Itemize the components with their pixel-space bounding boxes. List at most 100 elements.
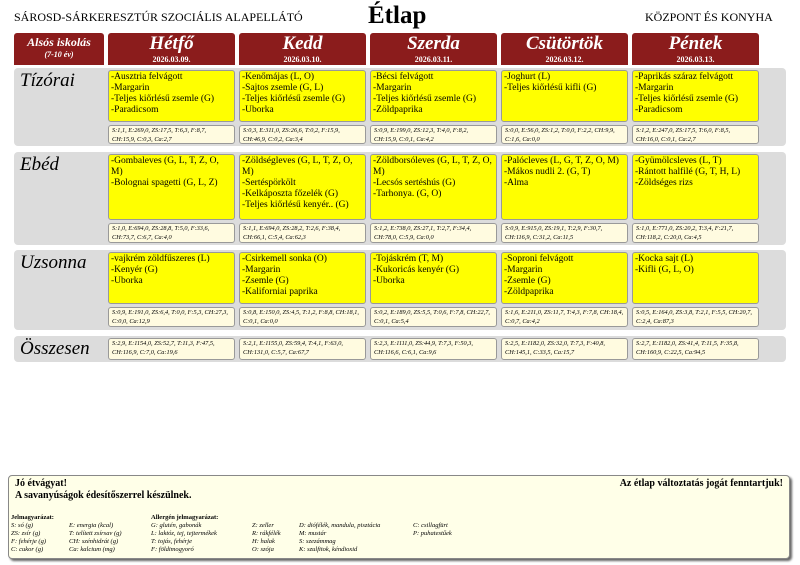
menu-item: -Kaliforniai paprika <box>242 287 318 297</box>
legend-item: T: telített zsírsav (g) <box>69 530 122 537</box>
menu-cell: -Gyümölcsleves (L, T) -Rántott halfilé (G… <box>632 154 759 220</box>
allergen-item: T: tojás, fehérje <box>151 538 192 545</box>
allergen-item: P: puhatestűek <box>413 530 452 537</box>
allergen-item: L: laktóz, tej, tejtermékek <box>151 530 217 537</box>
day-name: Csütörtök <box>525 33 604 54</box>
menu-cell: -Soproni felvágott -Margarin -Zsemle (G) -Z… <box>501 252 628 304</box>
menu-item: -Mákos nudli 2. (G, T) <box>504 167 591 177</box>
menu-item: -Paradicsom <box>111 105 159 115</box>
legend-column: E: energia (kcal) T: telített zsírsav (g)… <box>69 522 122 554</box>
day-header: Péntek 2026.03.13. <box>632 33 759 65</box>
allergen-item: F: földimogyoró <box>151 546 194 553</box>
nutrition-box: S:1,0, E:694,0, ZS:28,8, T:5,0, F:33,6, … <box>108 223 235 243</box>
meal-name: Uzsonna <box>20 252 87 273</box>
menu-cell: -Gombaleves (G, L, T, Z, O, M) -Bolognai … <box>108 154 235 220</box>
meal-name: Összesen <box>20 338 90 359</box>
menu-item: -Zöldséges rizs <box>635 178 693 188</box>
menu-item: -Kenőmájas (L, O) <box>242 72 315 82</box>
nutrition-box: S:2,7, E:1182,0, ZS:41,4, T:11,5, F:35,8… <box>632 338 759 360</box>
menu-item: -Margarin <box>635 83 674 93</box>
menu-item: -Gombaleves (G, L, T, Z, O, M) <box>111 156 219 177</box>
menu-cell: -Ausztria felvágott -Margarin -Teljes kiőr… <box>108 70 235 122</box>
menu-item: -Bécsi felvágott <box>373 72 434 82</box>
nutrition-box: S:0,3, E:311,0, ZS:26,6, T:0,2, F:15,9, … <box>239 125 366 144</box>
menu-cell: -Zöldségleves (G, L, T, Z, O, M) -Sertésp… <box>239 154 366 220</box>
day-date: 2026.03.12. <box>545 55 584 64</box>
day-date: 2026.03.11. <box>414 55 453 64</box>
menu-item: -Gyümölcsleves (L, T) <box>635 156 722 166</box>
day-name: Péntek <box>668 33 723 54</box>
menu-item: -Margarin <box>504 265 543 275</box>
menu-item: -Tarhonya. (G, O) <box>373 189 442 199</box>
menu-item: -Zsemle (G) <box>242 276 289 286</box>
allergen-column: G: glutén, gabonák L: laktóz, tej, tejter… <box>151 522 217 554</box>
menu-item: -Lecsós sertéshús (G) <box>373 178 456 188</box>
menu-item: -Csirkemell sonka (O) <box>242 254 327 264</box>
day-name: Szerda <box>407 33 460 54</box>
corner-label: Alsós iskolás <box>27 35 91 49</box>
nutrition-box: S:2,9, E:1154,0, ZS:52,7, T:11,3, F:47,5… <box>108 338 235 360</box>
menu-item: -Teljes kiőrlésű kifli (G) <box>504 83 597 93</box>
footer-box: Jó étvágyat! A savanyúságok édesítőszerre… <box>8 475 790 559</box>
allergen-column: C: csillagfürt P: puhatestűek <box>413 522 452 538</box>
allergen-item: H: halak <box>252 538 275 545</box>
meal-name: Ebéd <box>20 154 60 175</box>
title: Étlap <box>368 2 427 29</box>
menu-item: -Kocka sajt (L) <box>635 254 694 264</box>
menu-cell: -Bécsi felvágott -Margarin -Teljes kiőrlés… <box>370 70 497 122</box>
menu-item: -Kenyér (G) <box>111 265 158 275</box>
menu-cell: -Tojáskrém (T, M) -Kukoricás kenyér (G) -U… <box>370 252 497 304</box>
allergen-item: K: szulfitok, kéndioxid <box>299 546 358 553</box>
nutrition-box: S:1,1, E:269,0, ZS:17,5, T:6,3, F:8,7, C… <box>108 125 235 144</box>
menu-item: -Teljes kiőrlésű kenyér.. (G) <box>242 200 349 210</box>
allergen-item: G: glutén, gabonák <box>151 522 202 529</box>
menu-cell: -Paprikás száraz felvágott -Margarin -Telj… <box>632 70 759 122</box>
menu-item: -Palócleves (L, G, T, Z, O, M) <box>504 156 619 166</box>
nutrition-box: S:0,8, E:150,0, ZS:4,5, T:1,2, F:8,8, CH… <box>239 307 366 327</box>
menu-cell: -vajkrém zöldfűszeres (L) -Kenyér (G) -Ubo… <box>108 252 235 304</box>
day-name: Hétfő <box>149 33 194 54</box>
day-date: 2026.03.13. <box>676 55 715 64</box>
menu-item: -Soproni felvágott <box>504 254 574 264</box>
menu-item: -Uborka <box>111 276 143 286</box>
unit-name: KÖZPONT ÉS KONYHA <box>645 10 773 24</box>
note: A savanyúságok édesítőszerrel készülnek. <box>15 490 192 501</box>
legend-title: Jelmagyarázat: <box>11 514 54 521</box>
allergen-item: R: rákfélék <box>252 530 281 537</box>
legend-item: S: só (g) <box>11 522 34 529</box>
corner-age: (7-10 év) <box>44 50 74 59</box>
nutrition-box: S:1,2, E:247,0, ZS:17,5, T:6,0, F:8,5, C… <box>632 125 759 144</box>
legend-item: Ca: kalcium (mg) <box>69 546 115 553</box>
menu-item: -Paprikás száraz felvágott <box>635 72 734 82</box>
nutrition-box: S:2,5, E:1182,0, ZS:32,0, T:7,3, F:40,8,… <box>501 338 628 360</box>
greeting: Jó étvágyat! <box>15 478 67 489</box>
nutrition-box: S:1,0, E:771,0, ZS:20,2, T:3,4, F:21,7, … <box>632 223 759 243</box>
menu-item: -Margarin <box>111 83 150 93</box>
menu-cell: -Zöldborsóleves (G, L, T, Z, O, M) -Lecsó… <box>370 154 497 220</box>
allergen-column: Z: zeller R: rákfélék H: halak O: szója <box>252 522 281 554</box>
menu-item: -Bolognai spagetti (G, L, Z) <box>111 178 218 188</box>
nutrition-box: S:2,1, E:1155,0, ZS:59,4, T:4,1, F:63,0,… <box>239 338 366 360</box>
nutrition-box: S:0,9, E:915,0, ZS:19,1, T:2,9, F:30,7, … <box>501 223 628 243</box>
menu-cell: -Joghurt (L) -Teljes kiőrlésű kifli (G) <box>501 70 628 122</box>
legend-item: C: cukor (g) <box>11 546 44 553</box>
org-name: SÁROSD-SÁRKERESZTÚR SZOCIÁLIS ALAPELLÁTÓ <box>14 10 303 24</box>
day-name: Kedd <box>282 33 323 54</box>
allergen-item: C: csillagfürt <box>413 522 448 529</box>
menu-item: -Paradicsom <box>635 105 683 115</box>
nutrition-box: S:0,9, E:199,0, ZS:12,3, T:4,0, F:8,2, C… <box>370 125 497 144</box>
menu-item: -Zsemle (G) <box>504 276 551 286</box>
day-header: Csütörtök 2026.03.12. <box>501 33 628 65</box>
day-date: 2026.03.09. <box>152 55 191 64</box>
menu-item: -Ausztria felvágott <box>111 72 183 82</box>
disclaimer: Az étlap változtatás jogát fenntartjuk! <box>619 478 783 489</box>
corner-header: Alsós iskolás (7-10 év) <box>14 33 104 65</box>
nutrition-box: S:0,5, E:164,0, ZS:3,8, T:2,1, F:5,5, CH… <box>632 307 759 327</box>
day-header: Hétfő 2026.03.09. <box>108 33 235 65</box>
nutrition-box: S:1,2, E:738,0, ZS:27,1, T:2,7, F:34,4, … <box>370 223 497 243</box>
legend-item: ZS: zsír (g) <box>11 530 41 537</box>
menu-item: -Kifli (G, L, O) <box>635 265 694 275</box>
legend-item: E: energia (kcal) <box>69 522 114 529</box>
menu-item: -Kukoricás kenyér (G) <box>373 265 459 275</box>
